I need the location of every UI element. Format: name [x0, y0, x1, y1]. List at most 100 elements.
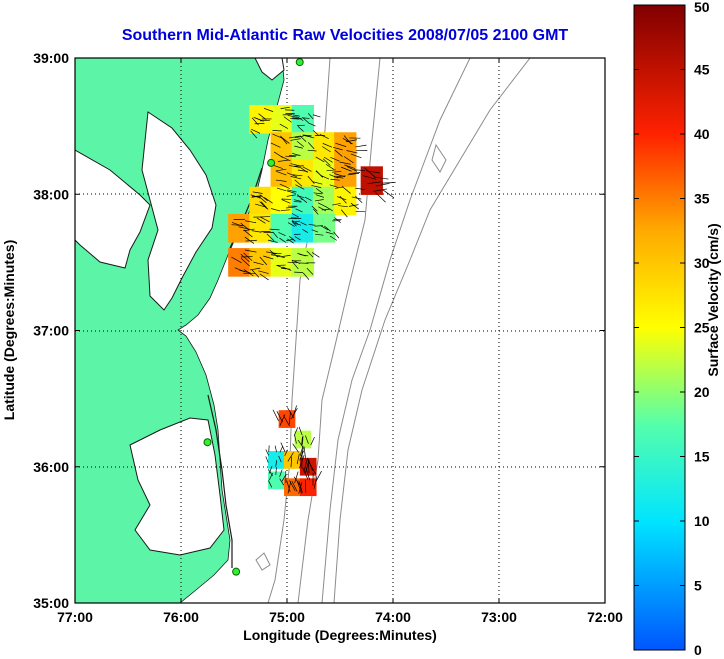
velocity-arrow	[253, 116, 263, 122]
velocity-arrow	[344, 164, 356, 169]
velocity-arrow	[264, 197, 273, 204]
velocity-arrow	[339, 161, 351, 165]
velocity-arrow	[334, 149, 343, 157]
velocity-arrow	[325, 206, 333, 212]
velocity-cell	[270, 132, 293, 161]
x-tick-label: 74:00	[375, 609, 411, 625]
velocity-arrow	[338, 205, 348, 208]
velocity-arrow	[332, 170, 342, 173]
velocity-arrow	[291, 220, 299, 224]
velocity-arrow	[341, 185, 351, 194]
y-tick-label: 38:00	[33, 186, 69, 202]
velocity-arrow	[251, 117, 259, 126]
velocity-arrow	[294, 179, 303, 187]
velocity-arrow	[292, 114, 301, 117]
velocity-arrow	[355, 187, 365, 190]
velocity-arrow	[315, 188, 324, 194]
velocity-field	[228, 105, 383, 497]
velocity-arrow	[294, 145, 303, 149]
velocity-arrow	[272, 409, 279, 421]
x-axis-label: Longitude (Degrees:Minutes)	[243, 627, 437, 643]
velocity-arrow	[334, 217, 341, 224]
x-tick-label: 75:00	[269, 609, 305, 625]
velocity-arrow	[366, 170, 380, 174]
velocity-arrow	[272, 164, 283, 169]
velocity-arrow	[382, 189, 395, 199]
colorbar-tick-label: 30	[694, 255, 710, 271]
velocity-arrow	[348, 172, 361, 174]
velocity-arrow	[304, 196, 312, 201]
velocity-cell	[334, 159, 357, 189]
velocity-arrow	[275, 255, 286, 259]
y-tick-label: 39:00	[33, 50, 69, 66]
velocity-arrow	[294, 223, 302, 226]
velocity-arrow	[263, 107, 274, 112]
velocity-arrow	[310, 436, 315, 446]
velocity-arrow	[324, 225, 331, 232]
velocity-cell	[334, 186, 357, 216]
velocity-arrow	[311, 229, 319, 233]
velocity-arrow	[322, 146, 331, 153]
velocity-arrow	[270, 208, 281, 212]
velocity-arrow	[279, 237, 287, 243]
velocity-arrow	[266, 233, 275, 241]
velocity-arrow	[297, 169, 308, 172]
velocity-arrow	[293, 199, 302, 202]
velocity-arrow	[244, 220, 257, 224]
velocity-cell	[249, 105, 272, 134]
station-marker	[267, 158, 276, 167]
velocity-arrow	[277, 159, 289, 162]
velocity-arrow	[231, 222, 243, 227]
velocity-arrow	[303, 458, 308, 472]
velocity-arrow	[315, 470, 322, 483]
velocity-arrow	[244, 249, 257, 253]
velocity-arrow	[275, 179, 287, 182]
velocity-arrow	[271, 254, 281, 257]
velocity-arrow	[287, 238, 294, 244]
velocity-arrow	[290, 138, 301, 141]
velocity-arrow	[346, 166, 358, 172]
velocity-cell	[249, 248, 272, 277]
velocity-arrow	[312, 114, 321, 118]
velocity-arrow	[350, 153, 362, 159]
velocity-arrow	[279, 446, 284, 453]
velocity-cell	[228, 214, 251, 243]
velocity-arrow	[260, 217, 270, 223]
velocity-arrow	[279, 469, 283, 477]
velocity-arrow	[286, 238, 294, 242]
velocity-arrow	[283, 116, 292, 123]
y-tick-label: 35:00	[33, 595, 69, 611]
velocity-arrow	[298, 482, 303, 494]
velocity-arrow	[339, 195, 347, 204]
velocity-arrow	[351, 196, 362, 200]
colorbar-tick-label: 5	[694, 578, 702, 594]
velocity-arrow	[291, 480, 298, 492]
velocity-arrow	[302, 166, 312, 172]
velocity-arrow	[256, 217, 266, 224]
velocity-arrow	[333, 231, 340, 239]
velocity-arrow	[287, 452, 294, 462]
velocity-cell	[228, 248, 251, 277]
velocity-arrow	[301, 117, 310, 119]
velocity-arrow	[275, 168, 287, 172]
velocity-arrow	[251, 128, 261, 134]
velocity-arrow	[291, 213, 299, 218]
velocity-arrow	[293, 165, 304, 167]
velocity-arrow	[287, 115, 297, 118]
velocity-arrow	[249, 267, 261, 271]
velocity-arrow	[355, 144, 367, 148]
velocity-arrow	[306, 250, 314, 258]
colorbar-tick-label: 40	[694, 126, 710, 142]
velocity-cell	[299, 478, 317, 497]
velocity-arrow	[299, 445, 304, 456]
velocity-arrow	[295, 208, 303, 213]
velocity-arrow	[374, 176, 389, 180]
velocity-arrow	[302, 228, 309, 233]
station-marker	[203, 438, 212, 447]
velocity-arrow	[299, 455, 305, 469]
velocity-cell	[268, 471, 285, 490]
velocity-arrow	[291, 259, 301, 264]
x-tick-label: 73:00	[481, 609, 517, 625]
velocity-arrow	[278, 455, 282, 463]
